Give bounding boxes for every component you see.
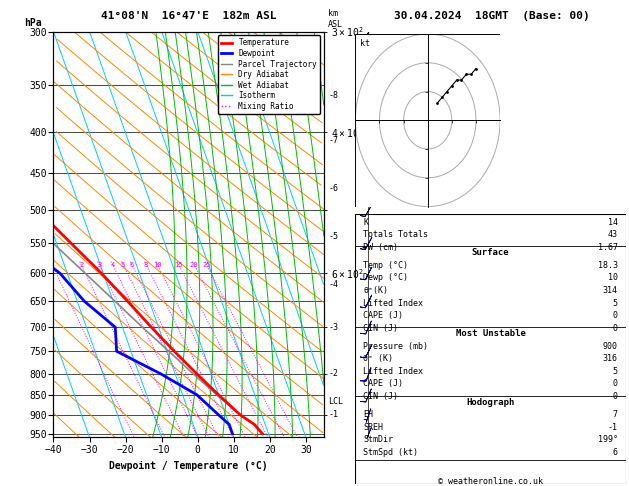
Text: 4: 4 (110, 261, 114, 268)
Text: 5: 5 (613, 298, 618, 308)
Text: 0: 0 (613, 392, 618, 401)
Text: hPa: hPa (24, 17, 42, 28)
Text: K: K (364, 218, 369, 226)
Text: 199°: 199° (598, 435, 618, 444)
Text: StmSpd (kt): StmSpd (kt) (364, 448, 418, 457)
Text: 7: 7 (613, 410, 618, 419)
Text: ASL: ASL (328, 20, 343, 29)
Text: θᵉ(K): θᵉ(K) (364, 286, 389, 295)
Text: Lifted Index: Lifted Index (364, 298, 423, 308)
Text: 15: 15 (174, 261, 183, 268)
Text: -1: -1 (328, 410, 338, 419)
Text: 43: 43 (608, 230, 618, 239)
Text: Temp (°C): Temp (°C) (364, 261, 408, 270)
Text: 0: 0 (613, 311, 618, 320)
Text: Lifted Index: Lifted Index (364, 367, 423, 376)
Text: 6: 6 (613, 448, 618, 457)
Text: -7: -7 (328, 136, 338, 145)
Text: 314: 314 (603, 286, 618, 295)
Text: -4: -4 (328, 280, 338, 289)
Text: 20: 20 (190, 261, 198, 268)
Text: © weatheronline.co.uk: © weatheronline.co.uk (438, 476, 543, 486)
Text: 0: 0 (613, 324, 618, 332)
Text: 41°08'N  16°47'E  182m ASL: 41°08'N 16°47'E 182m ASL (101, 11, 277, 20)
Text: θᵉ (K): θᵉ (K) (364, 354, 394, 364)
Text: Pressure (mb): Pressure (mb) (364, 342, 428, 351)
Text: 6: 6 (130, 261, 134, 268)
Text: Hodograph: Hodograph (467, 398, 515, 407)
Text: EH: EH (364, 410, 374, 419)
Text: Totals Totals: Totals Totals (364, 230, 428, 239)
Text: 14: 14 (608, 218, 618, 226)
Text: 3: 3 (97, 261, 101, 268)
Text: -6: -6 (328, 184, 338, 193)
Text: 1.67: 1.67 (598, 243, 618, 252)
Text: PW (cm): PW (cm) (364, 243, 399, 252)
Text: -3: -3 (328, 323, 338, 332)
Text: 10: 10 (153, 261, 162, 268)
Text: kt: kt (360, 38, 370, 48)
Text: CIN (J): CIN (J) (364, 324, 399, 332)
Text: -2: -2 (328, 369, 338, 378)
Text: Surface: Surface (472, 248, 509, 258)
X-axis label: Dewpoint / Temperature (°C): Dewpoint / Temperature (°C) (109, 461, 268, 470)
Text: Dewp (°C): Dewp (°C) (364, 274, 408, 282)
Text: 5: 5 (121, 261, 125, 268)
Text: 10: 10 (608, 274, 618, 282)
Text: km: km (328, 9, 338, 17)
Text: 30.04.2024  18GMT  (Base: 00): 30.04.2024 18GMT (Base: 00) (394, 11, 590, 20)
Text: Most Unstable: Most Unstable (455, 329, 526, 338)
Text: CAPE (J): CAPE (J) (364, 311, 403, 320)
Text: -1: -1 (608, 423, 618, 432)
Text: 18.3: 18.3 (598, 261, 618, 270)
Text: CAPE (J): CAPE (J) (364, 380, 403, 388)
Text: 8: 8 (144, 261, 148, 268)
Text: StmDir: StmDir (364, 435, 394, 444)
Text: LCL: LCL (328, 397, 343, 405)
Text: 5: 5 (613, 367, 618, 376)
Text: CIN (J): CIN (J) (364, 392, 399, 401)
Text: 0: 0 (613, 380, 618, 388)
Text: 2: 2 (79, 261, 84, 268)
Text: 25: 25 (203, 261, 211, 268)
Text: -8: -8 (328, 91, 338, 100)
Text: 316: 316 (603, 354, 618, 364)
Text: SREH: SREH (364, 423, 384, 432)
Legend: Temperature, Dewpoint, Parcel Trajectory, Dry Adiabat, Wet Adiabat, Isotherm, Mi: Temperature, Dewpoint, Parcel Trajectory… (218, 35, 320, 114)
Text: -5: -5 (328, 232, 338, 241)
Text: 900: 900 (603, 342, 618, 351)
